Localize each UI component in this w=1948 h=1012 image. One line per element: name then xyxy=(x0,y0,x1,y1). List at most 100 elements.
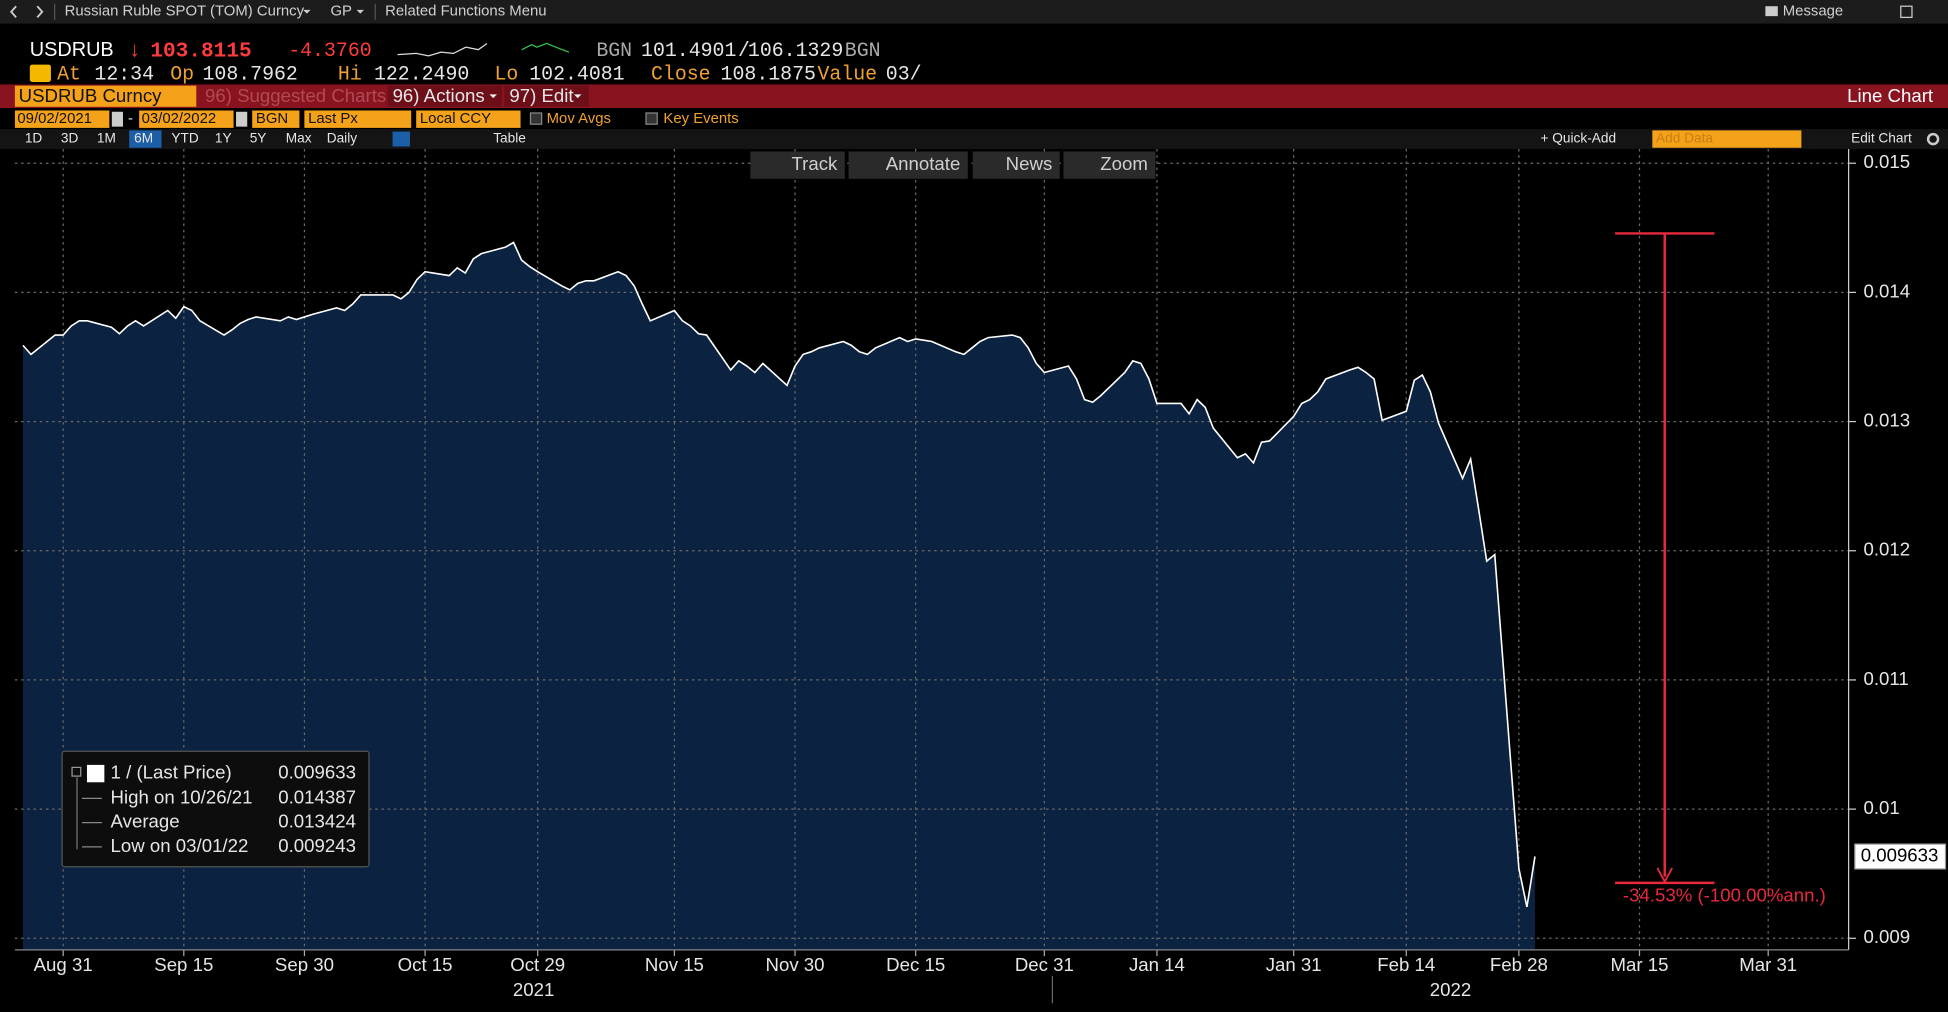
source: BGN xyxy=(256,111,288,127)
end-date: 03/02/2022 xyxy=(142,111,217,127)
period-button[interactable]: YTD xyxy=(171,131,198,146)
message-button[interactable]: Message xyxy=(1783,4,1843,20)
x-tick-label: Oct 29 xyxy=(510,954,565,975)
legend-box xyxy=(61,750,370,868)
tool-button[interactable] xyxy=(972,151,1060,179)
x-tick-label: Dec 31 xyxy=(1015,954,1074,975)
period-button[interactable]: 1D xyxy=(25,131,43,146)
bloomberg-icon xyxy=(29,64,51,82)
bid: 101.4901 xyxy=(641,39,736,62)
nav-arrows[interactable] xyxy=(9,5,44,19)
date-dash: - xyxy=(128,111,133,127)
tool-button[interactable] xyxy=(848,151,968,179)
dropdown-icon xyxy=(303,9,311,14)
open-label: Op xyxy=(170,63,194,86)
bid-ask-separator: / xyxy=(738,39,750,62)
legend-stat-label: Low on 03/01/22 xyxy=(111,835,249,856)
low: 102.4081 xyxy=(529,63,624,86)
collapse-icon xyxy=(71,766,82,777)
period-button[interactable]: 1Y xyxy=(215,131,232,146)
value-label: Value xyxy=(817,63,877,86)
security-menu[interactable]: Russian Ruble SPOT (TOM) Curncy xyxy=(65,4,305,20)
related-menu[interactable]: Related Functions Menu xyxy=(385,4,546,20)
x-tick-label: Jan 31 xyxy=(1266,954,1322,975)
x-tick-label: Sep 30 xyxy=(275,954,334,975)
settings-icon[interactable] xyxy=(1926,132,1940,146)
year-label: 2021 xyxy=(513,979,554,1000)
x-tick-label: Mar 15 xyxy=(1611,954,1669,975)
security-field-text: USDRUB Curncy xyxy=(19,85,163,106)
quick-add[interactable]: + Quick-Add xyxy=(1541,131,1617,146)
legend-stat-label: Average xyxy=(111,811,180,832)
edit-button-bg xyxy=(504,85,589,107)
value: 03/ xyxy=(886,63,922,86)
x-tick-label: Aug 31 xyxy=(34,954,93,975)
ask-source: BGN xyxy=(845,39,881,62)
key-events[interactable]: Key Events xyxy=(663,111,738,127)
period-buttons: 1D 3D 1M 6M YTD 1Y 5Y Max xyxy=(25,130,312,148)
actions-button-bg xyxy=(387,85,502,107)
legend-stat-value: 0.009243 xyxy=(278,835,356,856)
field: Last Px xyxy=(308,111,358,127)
add-data-field[interactable] xyxy=(1652,130,1802,148)
checkbox[interactable] xyxy=(645,112,658,125)
table-button[interactable]: Table xyxy=(493,131,526,146)
tool-label: Zoom xyxy=(1100,153,1148,174)
high-label: Hi xyxy=(338,63,362,86)
chart-type: Line Chart xyxy=(1847,85,1934,106)
edit-chart[interactable]: Edit Chart xyxy=(1851,131,1912,146)
suggested-charts[interactable]: 96) Suggested Charts xyxy=(205,85,386,106)
dropdown-icon xyxy=(356,9,365,14)
security-field[interactable] xyxy=(14,85,197,107)
top-bar xyxy=(0,0,1948,24)
tool-label: News xyxy=(1006,153,1053,174)
source-field[interactable] xyxy=(252,110,300,128)
dropdown-icon xyxy=(573,94,582,99)
period-button[interactable]: 6M xyxy=(134,131,153,146)
low-label: Lo xyxy=(494,63,518,86)
period-button[interactable]: 3D xyxy=(61,131,79,146)
legend-swatch xyxy=(86,764,105,783)
line-icon[interactable] xyxy=(392,131,410,147)
sparkline xyxy=(397,42,488,57)
start-date-field[interactable] xyxy=(14,110,110,128)
edit-button[interactable]: 97) Edit xyxy=(509,85,574,106)
bid-source: BGN xyxy=(596,39,632,62)
calendar-icon[interactable] xyxy=(236,111,248,127)
legend-name: 1 / (Last Price) xyxy=(111,762,232,783)
x-tick-label: Mar 31 xyxy=(1739,954,1797,975)
calendar-icon[interactable] xyxy=(111,111,123,127)
actions-button[interactable]: 96) Actions xyxy=(393,85,485,106)
tool-button[interactable] xyxy=(1063,151,1156,179)
x-tick-label: Jan 14 xyxy=(1129,954,1185,975)
high: 122.2490 xyxy=(374,63,469,86)
currency-field[interactable] xyxy=(416,110,521,128)
y-tick-label: 0.014 xyxy=(1864,280,1911,301)
currency: Local CCY xyxy=(420,111,491,127)
ticker-last: 103.8115 xyxy=(150,39,251,63)
line xyxy=(22,241,1536,908)
period-button[interactable]: 5Y xyxy=(250,131,267,146)
legend-stat-label: High on 10/26/21 xyxy=(111,786,253,807)
legend-value: 0.009633 xyxy=(278,762,356,783)
dropdown-icon xyxy=(489,94,497,99)
tool-button[interactable] xyxy=(750,151,845,179)
legend-stat-value: 0.014387 xyxy=(278,786,356,807)
gp-menu[interactable]: GP xyxy=(330,4,352,20)
x-tick-label: Dec 15 xyxy=(886,954,945,975)
checkbox[interactable] xyxy=(529,112,543,125)
period-button[interactable]: Max xyxy=(286,131,312,146)
at-label: At xyxy=(57,63,81,86)
last-price-tag xyxy=(1854,843,1947,870)
chart-tools: Track Annotate News Zoom xyxy=(750,151,1156,179)
field-field[interactable] xyxy=(304,110,412,128)
x-tick-label: Nov 30 xyxy=(766,954,825,975)
mov-avgs[interactable]: Mov Avgs xyxy=(547,111,611,127)
window-icon[interactable] xyxy=(1900,5,1913,19)
frequency[interactable]: Daily xyxy=(327,131,358,146)
end-date-field[interactable] xyxy=(139,110,234,128)
close: 108.1875 xyxy=(721,63,816,86)
y-tick-label: 0.015 xyxy=(1864,151,1911,172)
period-button[interactable]: 1M xyxy=(97,131,116,146)
at-time: 12:34 xyxy=(94,63,154,86)
